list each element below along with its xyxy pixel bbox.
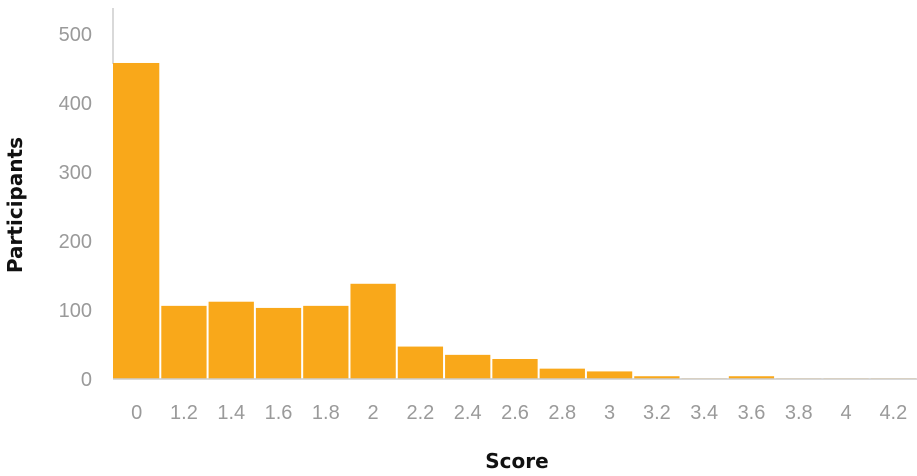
bars (113, 62, 916, 379)
y-tick-label: 0 (81, 369, 92, 391)
bar-2 (350, 283, 396, 379)
x-tick-label: 4.2 (879, 402, 907, 424)
y-tick-label: 300 (59, 162, 92, 184)
y-axis-ticks: 0 100 200 300 400 500 (59, 24, 92, 391)
x-tick-label: 1.4 (217, 402, 245, 424)
bar-1.4 (208, 301, 254, 379)
y-tick-label: 400 (59, 93, 92, 115)
x-tick-label: 0 (131, 402, 142, 424)
x-tick-label: 1.6 (265, 402, 293, 424)
x-tick-label: 2.2 (407, 402, 435, 424)
x-tick-label: 3.2 (643, 402, 671, 424)
bar-1.8 (303, 305, 349, 379)
x-axis-title: Score (485, 449, 548, 473)
x-tick-label: 3.6 (738, 402, 766, 424)
x-tick-label: 3.8 (785, 402, 813, 424)
x-tick-label: 3.4 (690, 402, 718, 424)
x-tick-label: 4 (840, 402, 851, 424)
x-tick-label: 1.2 (170, 402, 198, 424)
x-tick-label: 2.6 (501, 402, 529, 424)
bar-0 (113, 62, 160, 379)
bar-2.4 (445, 354, 491, 379)
x-tick-label: 2.4 (454, 402, 482, 424)
y-tick-label: 100 (59, 300, 92, 322)
y-tick-label: 500 (59, 24, 92, 46)
x-axis-ticks: 0 1.2 1.4 1.6 1.8 2 2.2 2.4 2.6 2.8 3 3.2 3.4 3.6 3.8 4… (131, 402, 907, 424)
bar-3.6 (728, 376, 775, 379)
y-axis-title: Participants (3, 137, 27, 273)
y-tick-label: 200 (59, 231, 92, 253)
bar-2.8 (539, 368, 585, 379)
bar-1.6 (255, 307, 302, 379)
bar-3 (586, 371, 633, 379)
bar-1.2 (161, 305, 207, 379)
x-tick-label: 1.8 (312, 402, 340, 424)
x-tick-label: 2.8 (548, 402, 576, 424)
bar-2.6 (492, 358, 538, 379)
bar-2.2 (397, 346, 444, 379)
x-tick-label: 2 (368, 402, 379, 424)
bar-3.2 (634, 376, 680, 379)
x-tick-label: 3 (604, 402, 615, 424)
